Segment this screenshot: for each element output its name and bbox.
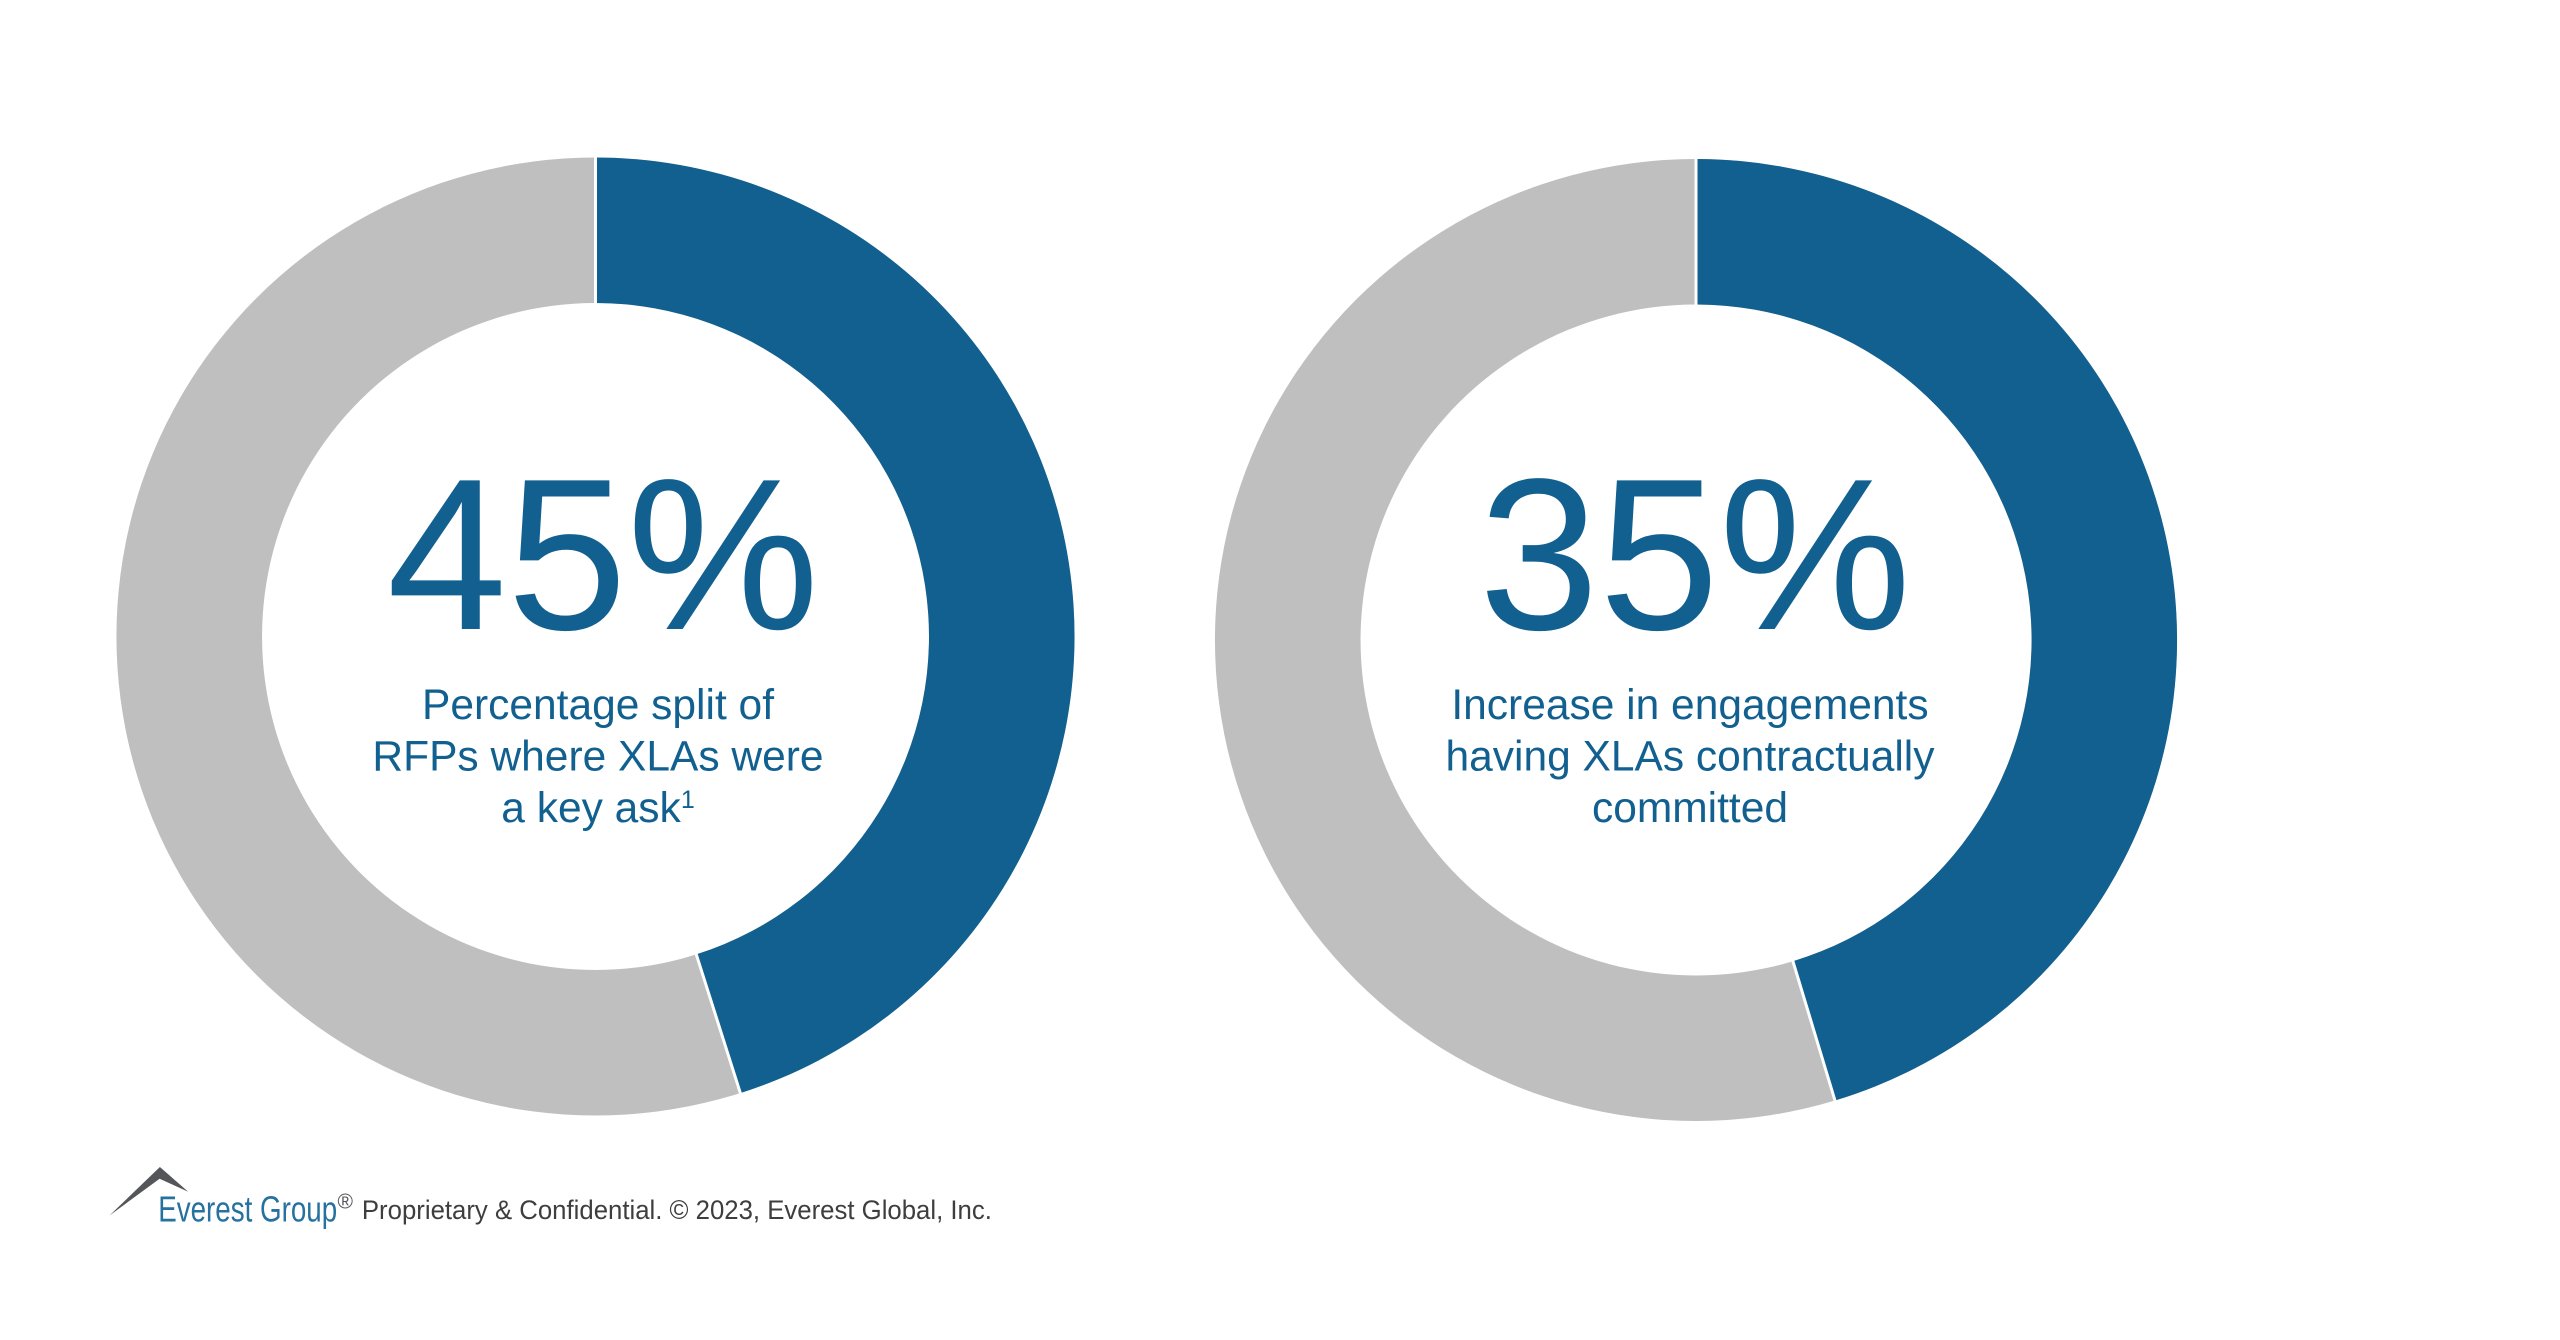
svg-text:Percentage split of: Percentage split of [422, 682, 774, 729]
svg-text:®: ® [338, 1191, 354, 1214]
svg-text:a key ask1: a key ask1 [501, 785, 694, 832]
svg-text:Proprietary & Confidential. ©: Proprietary & Confidential. © 2023, Ever… [362, 1195, 992, 1225]
svg-text:Everest Group: Everest Group [158, 1188, 337, 1229]
svg-text:Increase in engagements: Increase in engagements [1451, 682, 1928, 729]
svg-text:having XLAs contractually: having XLAs contractually [1445, 734, 1935, 781]
svg-text:45%: 45% [387, 433, 819, 675]
svg-text:committed: committed [1592, 785, 1788, 832]
svg-text:35%: 35% [1479, 433, 1911, 675]
svg-text:RFPs where XLAs were: RFPs where XLAs were [372, 734, 823, 781]
